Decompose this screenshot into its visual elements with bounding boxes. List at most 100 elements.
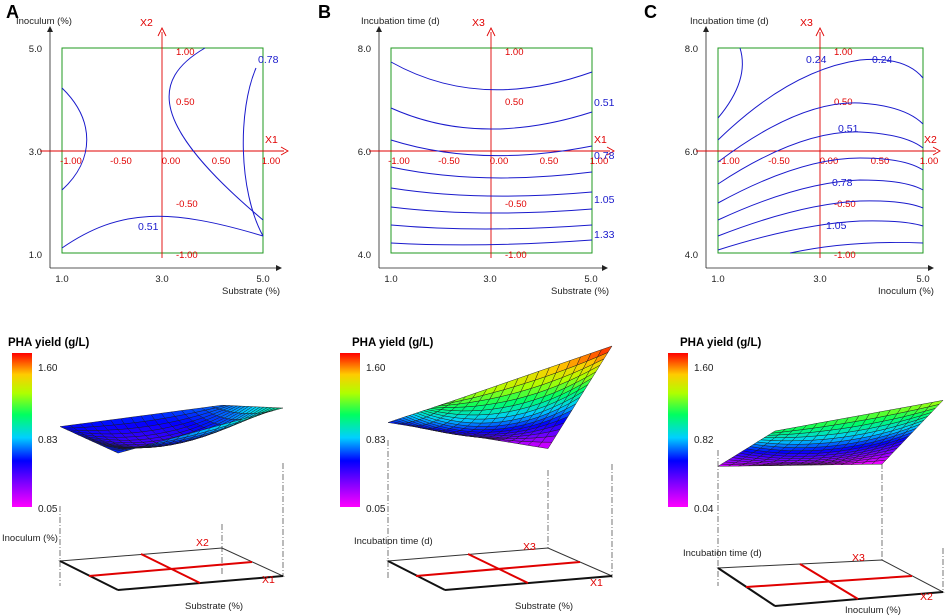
contour-label: 0.51 [838,123,859,135]
colorbar-tick: 0.83 [366,435,386,446]
surface-cell [597,345,613,358]
colorbar [340,353,360,507]
contour-line [717,102,924,163]
coded-axis-line [140,553,201,584]
base-edge [444,575,613,591]
contour-label: 0.78 [594,150,615,162]
y-tick-label: 5.0 [29,44,42,55]
coded-y-tick: -1.00 [176,250,198,261]
coded-x-tick: -0.50 [768,156,790,167]
colorbar-title: PHA yield (g/L) [8,337,90,349]
coded-x-tick: -1.00 [60,156,82,167]
coded-y-axis-arrow [486,26,496,37]
x-tick-label: 3.0 [155,274,168,285]
x-axis-label: Substrate (%) [551,286,609,297]
coded-x-tick: -1.00 [388,156,410,167]
base-edge [774,591,944,607]
contour-line [390,61,593,91]
y-axis-arrow [47,26,53,32]
coded-x-tick: 1.00 [590,156,609,167]
colorbar-tick: 0.04 [694,504,714,515]
axis-label: Inoculum (%) [2,533,58,544]
surface-cell [928,399,944,408]
x-axis-label: Inoculum (%) [878,286,934,297]
surface-panel-b: PHA yield (g/L) 1.60 0.83 0.05 X3 X1 Inc… [340,337,613,612]
axis-label: Substrate (%) [185,601,243,612]
colorbar-tick: 1.60 [694,363,714,374]
contour-frame [61,47,264,254]
contour-label: 0.24 [872,54,893,66]
panel-letter-b: B [318,2,331,22]
y-tick-label: 4.0 [685,250,698,261]
coded-x-tick: 0.50 [871,156,890,167]
contour-line [717,58,924,141]
colorbar-tick: 0.05 [366,504,386,515]
coded-y-tick: -0.50 [176,199,198,210]
contour-line [717,47,743,119]
colorbar-tick: 0.82 [694,435,714,446]
axis-label: Incubation time (d) [354,536,433,547]
contour-frame [390,47,593,254]
coded-x-tick: 0.00 [820,156,839,167]
coded-axis-name: X3 [523,541,536,553]
coded-x-tick: 1.00 [920,156,939,167]
contour-line [390,107,593,130]
coded-axis-line [467,553,529,584]
contour-line [789,241,924,254]
coded-y-tick: 1.00 [176,47,195,58]
coded-y-tick: -0.50 [505,199,527,210]
contour-line [717,179,924,221]
x-tick-label: 1.0 [711,274,724,285]
y-axis-label: Incubation time (d) [690,16,769,27]
y-tick-label: 3.0 [29,147,42,158]
coded-x-tick: 0.50 [540,156,559,167]
coded-x-name: X2 [924,134,937,146]
contour-line [242,67,264,237]
surface-mesh [387,345,613,449]
contour-label: 1.05 [594,194,615,206]
contour-label: 0.51 [138,221,159,233]
x-tick-label: 5.0 [916,274,929,285]
coded-axis-name: X2 [920,591,933,603]
contour-line [390,166,593,179]
colorbar-tick: 1.60 [38,363,58,374]
contour-panel-a: Inoculum (%) Substrate (%) 5.0 3.0 1.0 1… [16,16,289,297]
y-tick-label: 6.0 [685,147,698,158]
y-tick-label: 8.0 [358,44,371,55]
colorbar [12,353,32,507]
colorbar-title: PHA yield (g/L) [680,337,762,349]
contour-panel-c: Incubation time (d) Inoculum (%) 8.0 6.0… [685,16,941,297]
contour-line [717,200,924,237]
coded-axis-name: X2 [196,537,209,549]
coded-x-tick: -0.50 [110,156,132,167]
panel-letter-c: C [644,2,657,22]
contour-line [61,215,264,249]
surface-mesh [59,404,284,454]
panel-letter-a: A [6,2,19,22]
coded-x-tick: 0.50 [212,156,231,167]
coded-y-axis-arrow [815,26,825,37]
contour-line [390,224,593,230]
coded-axis-line [799,563,859,600]
contour-line [717,157,924,204]
x-tick-label: 1.0 [55,274,68,285]
coded-x-name: X1 [594,134,607,146]
contour-label: 1.05 [826,220,847,232]
surface-panel-a: PHA yield (g/L) 1.60 0.83 0.05 X2 X1 Ino… [2,337,285,612]
contour-label: 1.33 [594,229,615,241]
coded-y-tick: 0.50 [834,97,853,108]
coded-axis-name: X3 [852,552,865,564]
coded-y-tick: -1.00 [834,250,856,261]
surface-panel-c: PHA yield (g/L) 1.60 0.82 0.04 X3 X2 Inc… [668,337,945,616]
axis-label: Substrate (%) [515,601,573,612]
x-tick-label: 3.0 [813,274,826,285]
contour-line [717,131,924,185]
coded-x-tick: 0.00 [490,156,509,167]
contour-label: 0.51 [594,97,615,109]
coded-y-name: X2 [140,17,153,29]
x-tick-label: 5.0 [256,274,269,285]
contour-label: 0.24 [806,54,827,66]
x-axis-arrow [602,265,608,271]
axis-label: Inoculum (%) [845,605,901,616]
x-tick-label: 1.0 [384,274,397,285]
